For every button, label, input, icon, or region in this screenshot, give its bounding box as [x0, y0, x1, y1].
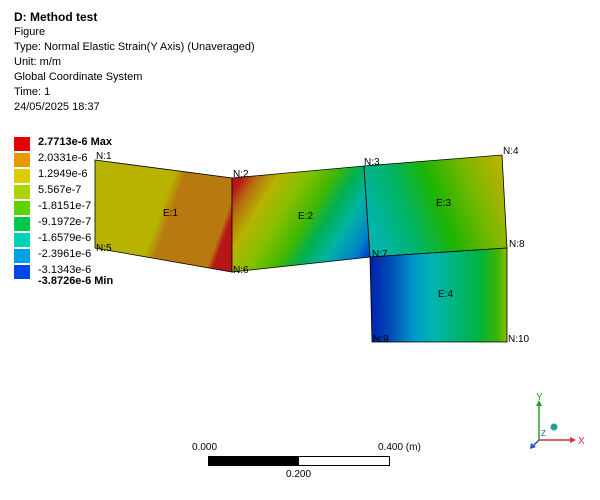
result-header: D: Method test Figure Type: Normal Elast…	[14, 10, 255, 115]
node-label: N:2	[233, 169, 249, 180]
legend-swatch	[14, 137, 30, 151]
axis-triad[interactable]: Y X Z	[520, 390, 590, 455]
legend-label: -3.1343e-6	[38, 264, 92, 276]
legend-swatch	[14, 233, 30, 247]
node-label: N:9	[373, 334, 389, 345]
node-label: N:6	[233, 265, 249, 276]
result-subtitle: Figure	[14, 26, 46, 38]
element-label: E:1	[163, 208, 178, 219]
legend-swatch	[14, 169, 30, 183]
z-axis-label: Z	[541, 429, 546, 438]
timestamp: 24/05/2025 18:37	[14, 101, 100, 113]
legend-label: -2.3961e-6	[38, 248, 92, 260]
element-label: E:3	[436, 198, 451, 209]
x-axis-arrow	[570, 437, 576, 443]
scale-bar: 0.000 0.400 (m) 0.200	[192, 442, 432, 482]
result-unit: Unit: m/m	[14, 56, 62, 68]
time-value: Time: 1	[14, 86, 51, 98]
y-axis-label: Y	[536, 392, 543, 403]
legend-max-label: 2.7713e-6 Max	[38, 136, 112, 148]
scale-bar-fill	[209, 457, 299, 465]
element-label: E:2	[298, 211, 313, 222]
y-axis-arrow	[536, 400, 542, 406]
node-label: N:7	[372, 249, 388, 260]
scale-right-label: 0.400 (m)	[378, 442, 421, 453]
legend-swatch	[14, 217, 30, 231]
legend-label: -1.8151e-7	[38, 200, 92, 212]
coordinate-system: Global Coordinate System	[14, 71, 143, 83]
element-label: E:4	[438, 289, 453, 300]
legend-swatch	[14, 185, 30, 199]
z-axis-line	[532, 439, 540, 447]
scale-mid-label: 0.200	[286, 469, 312, 480]
legend-swatch	[14, 153, 30, 167]
node-label: N:5	[96, 243, 112, 254]
legend-swatch	[14, 249, 30, 263]
legend-label: 1.2949e-6	[38, 168, 88, 180]
legend-label: 2.0331e-6	[38, 152, 88, 164]
result-title: D: Method test	[14, 10, 98, 24]
triad-sphere	[550, 423, 558, 431]
legend-swatch	[14, 265, 30, 279]
scale-bar-track	[208, 456, 390, 466]
node-label: N:10	[508, 334, 530, 345]
legend-label: -9.1972e-7	[38, 216, 92, 228]
node-label: N:3	[364, 157, 380, 168]
x-axis-label: X	[578, 436, 585, 447]
result-type: Type: Normal Elastic Strain(Y Axis) (Una…	[14, 41, 255, 53]
node-label: N:4	[503, 146, 519, 157]
z-axis-arrow	[530, 443, 536, 449]
node-label: N:8	[509, 239, 525, 250]
legend-label: 5.567e-7	[38, 184, 82, 196]
legend-swatch	[14, 201, 30, 215]
legend-min-label: -3.8726e-6 Min	[38, 275, 114, 287]
node-label: N:1	[96, 151, 112, 162]
element-e4[interactable]	[369, 247, 508, 343]
legend-label: -1.6579e-6	[38, 232, 92, 244]
scale-left-label: 0.000	[192, 442, 218, 453]
